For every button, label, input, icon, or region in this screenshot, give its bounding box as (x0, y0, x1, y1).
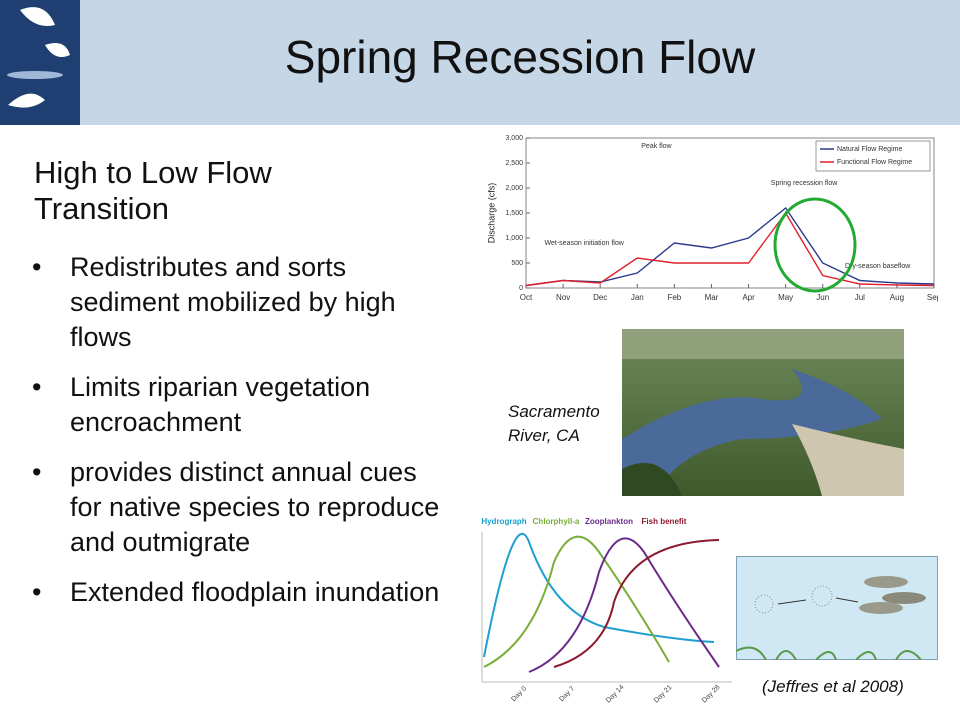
bullet: Limits riparian vegetation encroachment (30, 370, 450, 440)
y-tick-label: 2,000 (505, 185, 523, 192)
data-line (525, 206, 935, 287)
concept-curve (528, 537, 720, 673)
legend-box (815, 140, 931, 172)
x-tick-label: Feb (667, 293, 681, 302)
concept-curve (553, 539, 720, 668)
y-tick-label: 1,500 (505, 210, 523, 217)
hydrograph-chart: 0 500 1,000 1,500 2,000 2,500 3,000 Oct Nov Dec Ja… (486, 135, 938, 302)
bullet-list: Redistributes and sorts sediment mobiliz… (30, 250, 450, 625)
concept-figure: Hydrograph Chlorphyll-a Zooplankton Fish be… (474, 512, 736, 712)
concept-label: Chlorphyll-a (533, 517, 580, 526)
x-tick-label: Jan (631, 293, 644, 302)
citation: (Jeffres et al 2008) (762, 677, 904, 696)
annotation: Peak flow (641, 143, 672, 150)
bullet: Extended floodplain inundation (30, 575, 450, 610)
concept-curve (483, 535, 670, 668)
concept-label: Zooplankton (585, 517, 633, 526)
concept-label: Hydrograph (481, 517, 526, 526)
x-tick-label: Sep (927, 293, 938, 302)
x-tick-label: Apr (742, 293, 755, 302)
x-tick-label: Jun (816, 293, 829, 302)
bullet: Redistributes and sorts sediment mobiliz… (30, 250, 450, 355)
x-tick-label: May (778, 293, 793, 302)
fish-illustration (736, 556, 938, 660)
y-tick-label: 1,000 (505, 235, 523, 242)
annotation: Dry-season baseflow (845, 263, 911, 270)
x-tick-label: Dec (593, 293, 607, 302)
annotation: Spring recession flow (771, 180, 838, 187)
x-tick-label: Oct (520, 293, 533, 302)
x-tick-label: Nov (556, 293, 570, 302)
river-photo (622, 329, 904, 496)
x-tick-label: Jul (855, 293, 865, 302)
bullet: provides distinct annual cues for native… (30, 455, 450, 560)
legend-label: Functional Flow Regime (837, 159, 912, 166)
x-tick-label: Aug (890, 293, 904, 302)
logo (0, 0, 80, 125)
y-tick-label: 3,000 (505, 135, 523, 142)
heading: High to Low Flow Transition (34, 155, 272, 226)
data-line (525, 211, 935, 287)
concept-label: Fish benefit (642, 517, 687, 526)
y-axis-label: Discharge (cfs) (486, 183, 496, 244)
y-tick-label: 0 (519, 285, 523, 292)
legend-label: Natural Flow Regime (837, 146, 902, 153)
y-tick-label: 500 (511, 260, 523, 267)
concept-curve (483, 532, 715, 658)
photo-caption: Sacramento River, CA (508, 402, 600, 445)
slide-title: Spring Recession Flow (284, 31, 756, 83)
highlight-circle (773, 197, 857, 293)
header-band: Spring Recession Flow (0, 0, 960, 125)
x-tick-label: Mar (705, 293, 719, 302)
annotation: Wet-season initiation flow (545, 240, 625, 247)
y-tick-label: 2,500 (505, 160, 523, 167)
